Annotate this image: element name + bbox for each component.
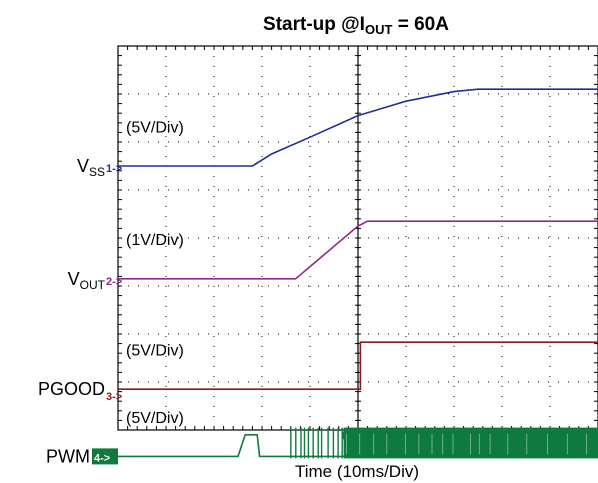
traces xyxy=(118,88,598,459)
trace-pgood xyxy=(118,341,598,391)
channel-name: PGOOD xyxy=(38,379,105,399)
channel-scale-label: (5V/Div) xyxy=(126,343,184,360)
channel-scale-label: (1V/Div) xyxy=(126,232,184,249)
channel-name: VOUT xyxy=(68,269,106,292)
trace-vss xyxy=(118,88,598,167)
channel-marker: 3-> xyxy=(106,391,122,403)
chart-title: Start-up @IOUT = 60A xyxy=(263,14,449,37)
channel-name: VSS xyxy=(77,156,105,179)
trace-vout xyxy=(118,220,598,280)
channel-marker: 4-> xyxy=(94,452,110,464)
trace-pwm xyxy=(118,433,598,458)
channel-marker-box xyxy=(92,448,118,465)
grid xyxy=(118,46,598,430)
channel-labels: (5V/Div) VSS 1-> (1V/Div) VOUT 2-> (5V/Div) PGO… xyxy=(38,119,184,466)
pwm-gaps xyxy=(346,433,587,455)
channel-scale-label: (5V/Div) xyxy=(126,119,184,136)
channel-scale-label: (5V/Div) xyxy=(126,410,184,427)
channel-marker: 2-> xyxy=(106,276,122,288)
x-axis-label: Time (10ms/Div) xyxy=(295,462,419,481)
pwm-pulses xyxy=(290,427,595,459)
channel-marker: 1-> xyxy=(106,163,122,175)
channel-name: PWM xyxy=(46,446,90,466)
